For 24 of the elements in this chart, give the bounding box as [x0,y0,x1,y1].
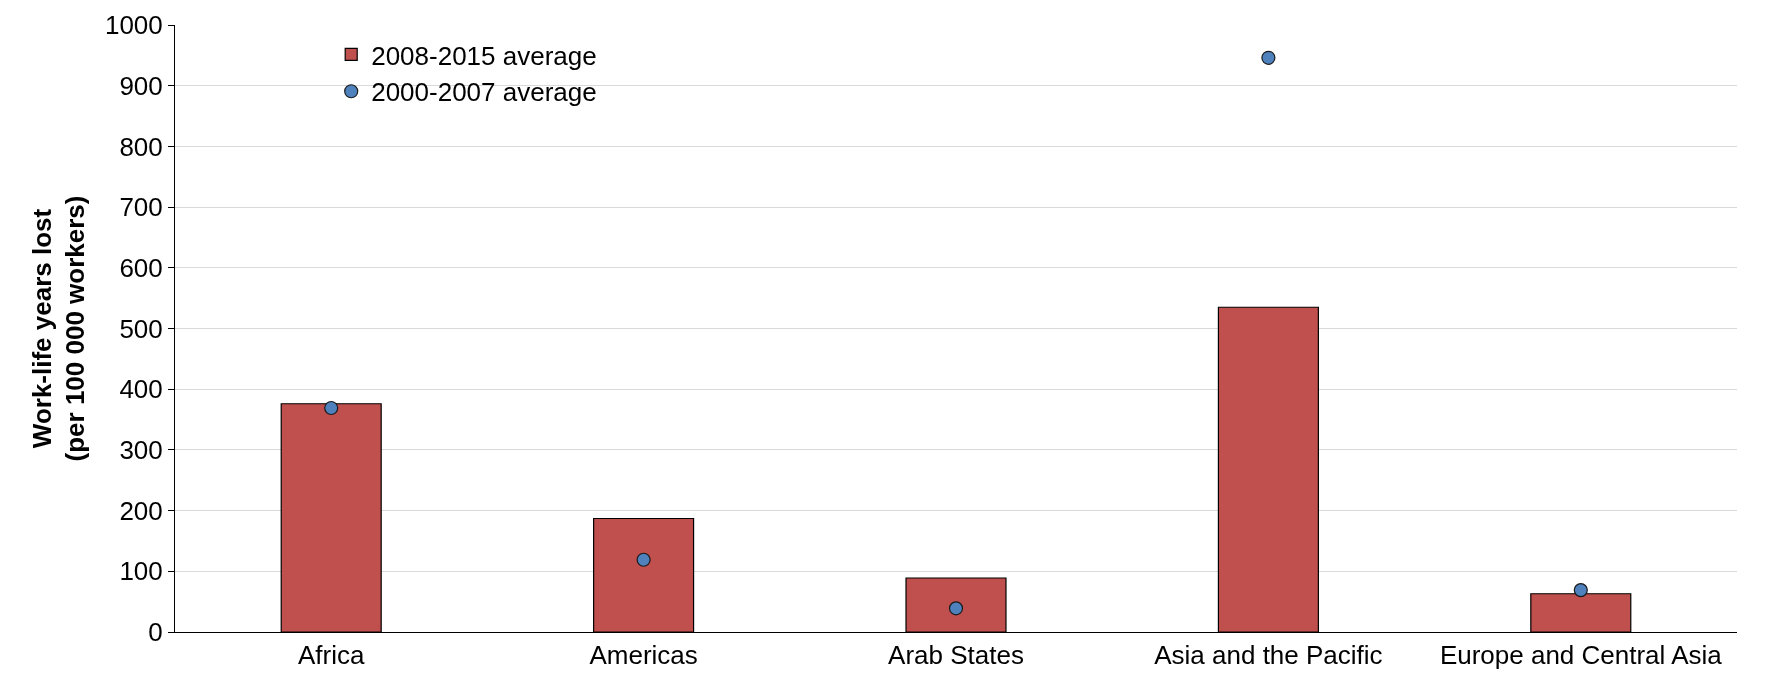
x-tick-label: Arab States [888,640,1024,671]
y-tick-label: 800 [119,131,163,162]
y-tick-label: 900 [119,70,163,101]
y-tick-label: 500 [119,313,163,344]
y-tick-label: 300 [119,435,163,465]
y-tick-label: 600 [119,252,163,283]
x-tick-label: Europe and Central Asia [1439,640,1723,671]
point [636,552,651,567]
y-tick-label: 200 [119,495,163,526]
x-tick-label: Africa [297,640,365,671]
y-axis-title: Work-life years lost (per 100 000 workers) [26,195,91,462]
point [324,400,339,416]
y-tick-label: 0 [148,617,163,648]
y-tick-label: 100 [119,556,163,587]
y-tick-label: 700 [119,192,163,223]
point [1261,50,1276,65]
legend-label: 2008-2015 average [371,40,597,71]
x-tick-label: Americas [589,640,698,671]
point [1573,583,1588,598]
y-tick-label: 1000 [104,10,163,41]
x-tick-label: Asia and the Pacific [1154,640,1383,671]
y-tick-label: 400 [119,374,163,405]
point [948,601,964,616]
legend-label: 2000-2007 average [371,77,597,108]
